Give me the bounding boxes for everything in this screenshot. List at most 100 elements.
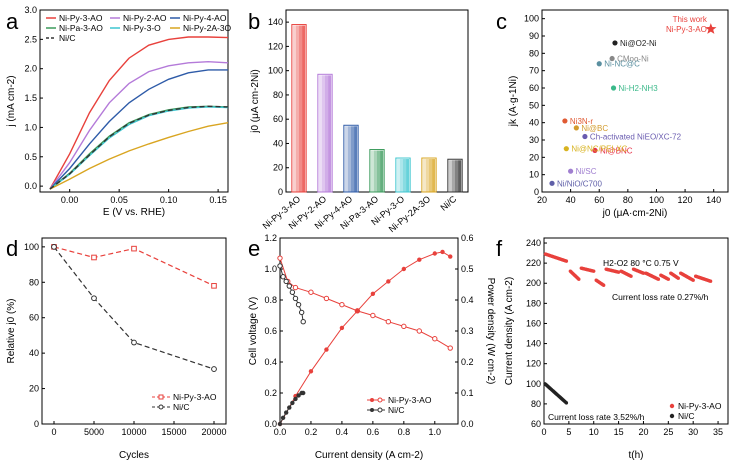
y-tick-label: 50	[529, 100, 539, 110]
point-label: Ni@NC/PEI-XC	[571, 145, 627, 154]
panel-letter-e: e	[248, 236, 260, 261]
point-label: Ch-activated NiEO/XC-72	[590, 133, 682, 142]
x-tick-label: 5	[566, 427, 571, 437]
legend-marker	[669, 403, 675, 409]
panel-letter-d: d	[6, 236, 18, 261]
marker	[339, 301, 345, 308]
x-tick-label: 0.2	[305, 427, 318, 437]
x-tick-label: 0.6	[367, 427, 380, 437]
y-tick-label: 20	[529, 152, 539, 162]
marker	[295, 301, 302, 308]
x-tick-label: 0.0	[274, 427, 287, 437]
point-label: Ni@BNC	[600, 146, 633, 155]
legend-marker	[669, 413, 675, 419]
y-tick-label: 80	[273, 90, 283, 100]
point-Ni-NC@C	[596, 61, 602, 67]
marker	[283, 278, 289, 285]
data-point-Ni-Py-3-AO	[601, 283, 606, 287]
bar-fill-Ni-Py-2A-3O	[425, 159, 429, 192]
y-tick-label: 10	[529, 170, 539, 180]
y-tick-label: 60	[29, 313, 39, 323]
plot-frame	[541, 9, 729, 193]
y-tick-label: 80	[529, 48, 539, 58]
point-Ch-activated NiEO/XC-72	[582, 133, 588, 140]
marker	[292, 295, 299, 302]
bar-fill-Ni-Py-3-O	[406, 159, 410, 192]
legend-label: Ni/C	[678, 411, 695, 421]
marker	[355, 308, 360, 314]
y-tick-label: 0	[534, 187, 539, 197]
data-point-Ni-Py-3-AO	[666, 277, 671, 281]
marker	[448, 254, 453, 259]
bar-fill-Ni-Py-3-O	[403, 159, 407, 192]
x-tick-label: 0.05	[110, 195, 128, 205]
y-tick-label: 40	[273, 138, 283, 148]
marker	[324, 347, 329, 352]
y-tick-label: 40	[529, 118, 539, 128]
marker	[417, 257, 422, 262]
panel-letter-c: c	[496, 9, 507, 34]
point-label: CMoo-Ni	[617, 55, 649, 64]
data-point-Ni-Py-3-AO	[708, 279, 713, 283]
marker	[290, 400, 295, 406]
y-tick-label: 20	[273, 163, 283, 173]
marker	[283, 410, 289, 415]
marker	[370, 312, 376, 319]
legend-label: Ni-Py-3-O	[123, 23, 161, 33]
marker	[323, 295, 330, 302]
panel-letter-a: a	[6, 9, 19, 34]
y-tick-label: 0	[34, 419, 39, 429]
point-label: Ni/SC	[576, 167, 597, 176]
x-tick-label: 80	[623, 195, 633, 205]
point-Ni/SC	[568, 168, 574, 174]
marker	[308, 289, 314, 295]
bar-fill-Ni-Py-4-AO	[351, 126, 355, 192]
series-line-Ni-Py-3-O	[49, 106, 229, 190]
marker	[292, 284, 299, 291]
marker	[277, 421, 283, 427]
marker	[289, 289, 296, 295]
bar-fill-Ni-Pa-3-AO	[370, 150, 374, 192]
legend-marker	[377, 397, 383, 403]
legend-marker	[370, 408, 374, 412]
marker	[300, 319, 306, 325]
y-tick-label: 1.0	[264, 264, 277, 274]
plot-frame	[543, 237, 729, 425]
legend-label: Ni-Py-3-AO	[678, 401, 722, 411]
y-tick-label: 0.0	[264, 419, 277, 429]
y-tick-label: 1.0	[24, 122, 37, 132]
x-axis-label: Cycles	[119, 450, 149, 461]
y-tick-label: 140	[268, 17, 283, 27]
y-tick-label: 0.4	[264, 357, 277, 367]
point-label: Ni3N-r	[570, 117, 593, 126]
marker	[386, 279, 391, 284]
point-label: Ni@O2-Ni	[620, 39, 657, 48]
x-tick-label: 20000	[201, 427, 226, 437]
panel-f: 0 5 10 15 20 25 30 35 60 80 100 120 140 160 180 200 220 2…	[504, 237, 729, 461]
series-line-Ni-Py-2-AO	[49, 60, 229, 190]
series-line-Ni-Py-3-AO	[49, 36, 229, 190]
marker	[401, 266, 407, 272]
marker	[447, 345, 453, 351]
y-tick-label: 60	[531, 419, 541, 429]
x-tick-label: 1.0	[429, 427, 442, 437]
bar-fill-Ni-Py-4-AO	[344, 126, 348, 192]
bar-fill-Ni-Pa-3-AO	[380, 150, 384, 192]
x-tick-label: 5000	[84, 427, 104, 437]
marker	[211, 283, 217, 289]
x-tick-label: 10	[589, 427, 599, 437]
marker	[298, 309, 305, 316]
x-axis-label: Current density (A cm-2)	[315, 450, 423, 461]
y-tick-label: 60	[529, 83, 539, 93]
marker	[280, 415, 286, 420]
y-tick-label: 1.5	[24, 93, 37, 103]
series-line-Ni/C	[53, 246, 215, 370]
x-axis-label: E (V vs. RHE)	[103, 207, 165, 218]
legend-label: Ni/C	[388, 405, 405, 415]
rate-annotation-2: Current loss rate 3.52%/h	[548, 412, 645, 422]
x-tick-label: 10000	[121, 427, 146, 437]
marker	[308, 369, 314, 374]
panel-c: 20 40 60 80 100 120 140 0 10 20 30 40 50 60 70 80 90 100 T…	[508, 9, 729, 219]
data-point-Ni-Py-3-AO	[592, 269, 596, 273]
panel-letter-f: f	[496, 236, 503, 261]
